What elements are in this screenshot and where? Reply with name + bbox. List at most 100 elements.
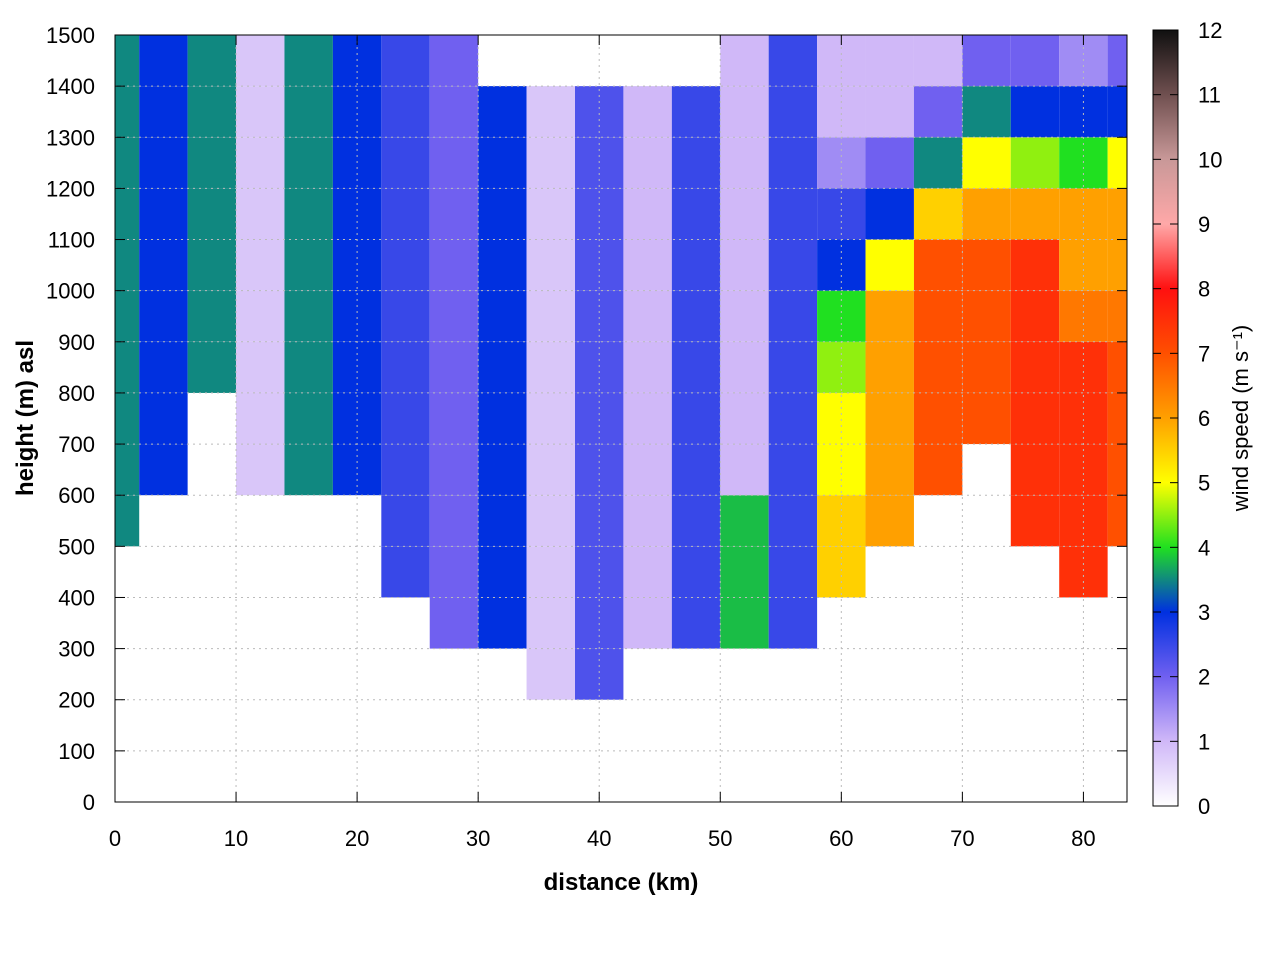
heatmap-cell <box>817 444 866 496</box>
y-axis-label: height (m) asl <box>12 340 39 496</box>
heatmap-cell <box>115 495 140 547</box>
heatmap-cell <box>236 86 285 138</box>
x-axis-label: distance (km) <box>544 869 699 896</box>
heatmap-cell <box>768 137 818 189</box>
y-tick-label: 100 <box>58 739 95 764</box>
x-tick-label: 40 <box>587 826 611 851</box>
heatmap-cell <box>768 239 818 291</box>
heatmap-cell <box>623 392 672 445</box>
heatmap-cell <box>429 188 479 240</box>
heatmap-cell <box>1059 495 1108 547</box>
heatmap-cell <box>720 546 769 598</box>
heatmap-cell <box>623 444 672 496</box>
heatmap-cell <box>962 341 1011 393</box>
colorbar-tick-label: 0 <box>1198 794 1210 819</box>
heatmap-cell <box>913 137 963 189</box>
heatmap-cell <box>236 290 285 342</box>
heatmap-cell <box>236 392 285 445</box>
heatmap-cell <box>187 35 237 87</box>
colorbar-tick-label: 1 <box>1198 729 1210 754</box>
heatmap-cell <box>671 239 721 291</box>
heatmap-cell <box>526 290 575 342</box>
heatmap-cell <box>526 341 575 393</box>
heatmap-cell <box>1059 546 1108 598</box>
heatmap-cell <box>236 35 285 87</box>
heatmap-cell <box>526 137 575 189</box>
heatmap-cell <box>623 137 672 189</box>
heatmap-cell <box>720 444 769 496</box>
heatmap-cell <box>429 341 479 393</box>
heatmap-cell <box>962 86 1011 138</box>
heatmap-cell <box>115 444 140 496</box>
colorbar-tick-label: 8 <box>1198 277 1210 302</box>
heatmap-cell <box>1059 444 1108 496</box>
heatmap-cell <box>623 546 672 598</box>
heatmap-cell <box>429 290 479 342</box>
heatmap-cell <box>817 341 866 393</box>
heatmap-cell <box>187 86 237 138</box>
heatmap-cell <box>768 86 818 138</box>
heatmap-cell <box>115 239 140 291</box>
heatmap-cell <box>115 86 140 138</box>
colorbar-tick-label: 2 <box>1198 665 1210 690</box>
heatmap-cell <box>720 239 769 291</box>
heatmap-cell <box>526 86 575 138</box>
heatmap-cell <box>332 341 382 393</box>
heatmap-cell <box>913 290 963 342</box>
heatmap-cell <box>575 495 624 547</box>
heatmap-cell <box>332 444 382 496</box>
heatmap-cell <box>139 239 188 291</box>
heatmap-cell <box>478 290 527 342</box>
heatmap-cell <box>139 444 188 496</box>
x-tick-label: 50 <box>708 826 732 851</box>
heatmap-cell <box>284 137 333 189</box>
heatmap-cell <box>381 392 430 445</box>
y-tick-label: 1300 <box>46 125 95 150</box>
heatmap-cell <box>575 86 624 138</box>
heatmap-cell <box>526 648 575 700</box>
heatmap-cell <box>187 137 237 189</box>
heatmap-cell <box>720 35 769 87</box>
heatmap-cell <box>429 35 479 87</box>
heatmap-cell <box>865 137 914 189</box>
heatmap-cell <box>1107 290 1127 342</box>
heatmap-cell <box>1010 239 1060 291</box>
heatmap-cell <box>332 290 382 342</box>
heatmap-cell <box>115 341 140 393</box>
heatmap-cell <box>575 341 624 393</box>
y-tick-label: 900 <box>58 330 95 355</box>
heatmap-cell <box>768 495 818 547</box>
heatmap-cell <box>575 392 624 445</box>
heatmap-cell <box>768 546 818 598</box>
x-tick-label: 0 <box>109 826 121 851</box>
heatmap-cell <box>913 86 963 138</box>
heatmap-cell <box>526 239 575 291</box>
heatmap-cell <box>478 597 527 649</box>
heatmap-cell <box>817 495 866 547</box>
heatmap-cell <box>284 444 333 496</box>
heatmap-cell <box>768 341 818 393</box>
heatmap-cell <box>720 137 769 189</box>
heatmap-cell <box>284 239 333 291</box>
heatmap-cell <box>865 341 914 393</box>
y-tick-label: 300 <box>58 637 95 662</box>
heatmap-cell <box>115 137 140 189</box>
heatmap-cell <box>526 392 575 445</box>
heatmap-cell <box>381 546 430 598</box>
heatmap-cell <box>1059 86 1108 138</box>
heatmap-cell <box>187 290 237 342</box>
heatmap-cell <box>236 444 285 496</box>
heatmap-cell <box>115 35 140 87</box>
heatmap-cell <box>139 392 188 445</box>
heatmap-cell <box>115 290 140 342</box>
y-tick-label: 200 <box>58 688 95 713</box>
heatmap-cell <box>1107 188 1127 240</box>
heatmap-cell <box>429 137 479 189</box>
heatmap-cell <box>526 495 575 547</box>
heatmap-cell <box>284 392 333 445</box>
heatmap-cell <box>1010 86 1060 138</box>
heatmap-cell <box>962 188 1011 240</box>
y-tick-label: 0 <box>83 790 95 815</box>
heatmap-cell <box>913 35 963 87</box>
